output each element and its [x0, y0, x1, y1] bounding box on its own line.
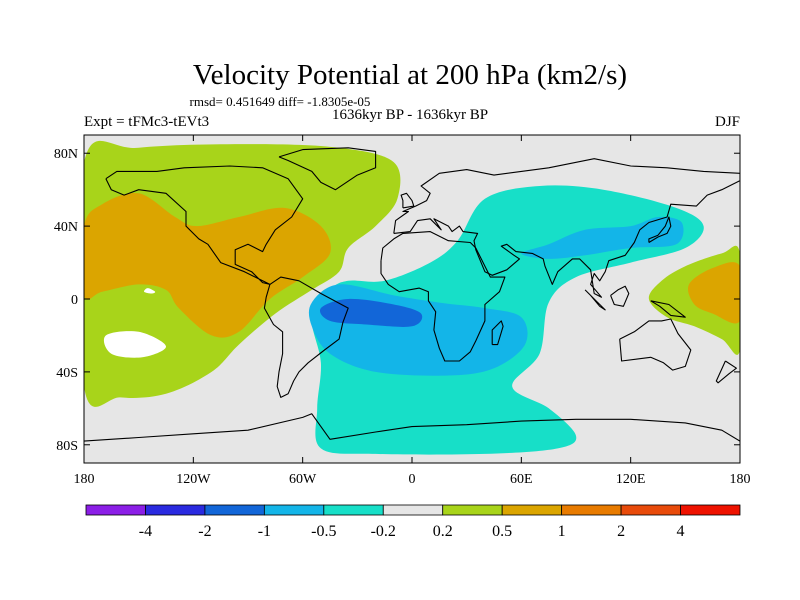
contour-region-north-pacific-positive-core: [84, 192, 331, 338]
zero-region-north-pacific-gap: [144, 288, 156, 294]
colorbar-swatch: [680, 504, 741, 516]
coastline-greenland: [278, 147, 377, 191]
coastline-madagascar: [491, 320, 504, 346]
zero-region-south-pacific-gap: [103, 331, 167, 358]
coastline-new-zealand: [715, 360, 737, 384]
season-label: DJF: [715, 114, 740, 130]
colorbar-label: -1: [258, 523, 271, 540]
colorbar-swatch: [382, 504, 444, 516]
map-axes: 180 120W 60W 0 60E 120E 180 80N 40N 0 40S 80S: [54, 135, 751, 487]
y-tick-label: 40N: [54, 220, 78, 235]
coastline-eurasia: [393, 158, 740, 298]
x-tick-label: 180: [74, 472, 95, 487]
colorbar-swatch: [501, 504, 563, 516]
colorbar: -4 -2 -1 -0.5 -0.2 0.2 0.5 1 2 4: [85, 504, 741, 540]
y-tick-label: 80N: [54, 147, 78, 162]
colorbar-swatch: [145, 504, 206, 516]
coastline-australia: [619, 318, 692, 371]
y-tick-label: 40S: [56, 366, 78, 381]
coastline-south-america: [263, 276, 349, 398]
y-tick-label: 80S: [56, 439, 78, 454]
colorbar-label: 1: [558, 523, 566, 540]
x-tick-label: 0: [409, 472, 416, 487]
coastline-uk: [400, 192, 415, 209]
x-tick-label: 120W: [176, 472, 211, 487]
contour-fill-layer: [84, 140, 740, 455]
coastline-antarctica: [84, 413, 740, 442]
colorbar-label: 2: [617, 523, 625, 540]
colorbar-label: -0.2: [371, 523, 396, 540]
colorbar-label: -2: [198, 523, 211, 540]
stats-line: rmsd= 0.451649 diff= -1.8305e-05: [190, 94, 371, 109]
colorbar-swatch: [620, 504, 681, 516]
colorbar-label: 0.5: [492, 523, 512, 540]
coastlines: [84, 147, 740, 442]
x-tick-label: 120E: [616, 472, 646, 487]
coastline-borneo: [610, 285, 630, 307]
coastline-sumatra: [584, 289, 606, 311]
colorbar-swatch: [85, 504, 146, 516]
colorbar-swatch: [263, 504, 325, 516]
coastline-new-guinea: [650, 300, 686, 318]
colorbar-label: -4: [139, 523, 152, 540]
coastline-africa: [380, 231, 506, 362]
colorbar-label: 4: [677, 523, 685, 540]
x-tick-label: 60E: [510, 472, 533, 487]
colorbar-swatch: [442, 504, 503, 516]
colorbar-swatch: [561, 504, 622, 516]
coastline-japan: [648, 216, 672, 243]
colorbar-swatch: [204, 504, 265, 516]
contour-region-south-atlantic-negative-max: [319, 298, 423, 327]
x-tick-label: 60W: [289, 472, 317, 487]
x-tick-label: 180: [730, 472, 751, 487]
colorbar-label: 0.2: [433, 523, 453, 540]
colorbar-swatch: [323, 504, 384, 516]
coastline-north-america: [105, 165, 304, 285]
contour-region-western-pacific-positive-core: [687, 262, 740, 324]
y-tick-label: 0: [71, 293, 78, 308]
experiment-label: Expt = tFMc3-tEVt3: [84, 114, 209, 130]
colorbar-label: -0.5: [311, 523, 336, 540]
period-label: 1636kyr BP - 1636kyr BP: [332, 107, 488, 123]
chart-title: Velocity Potential at 200 hPa (km2/s): [193, 59, 627, 91]
